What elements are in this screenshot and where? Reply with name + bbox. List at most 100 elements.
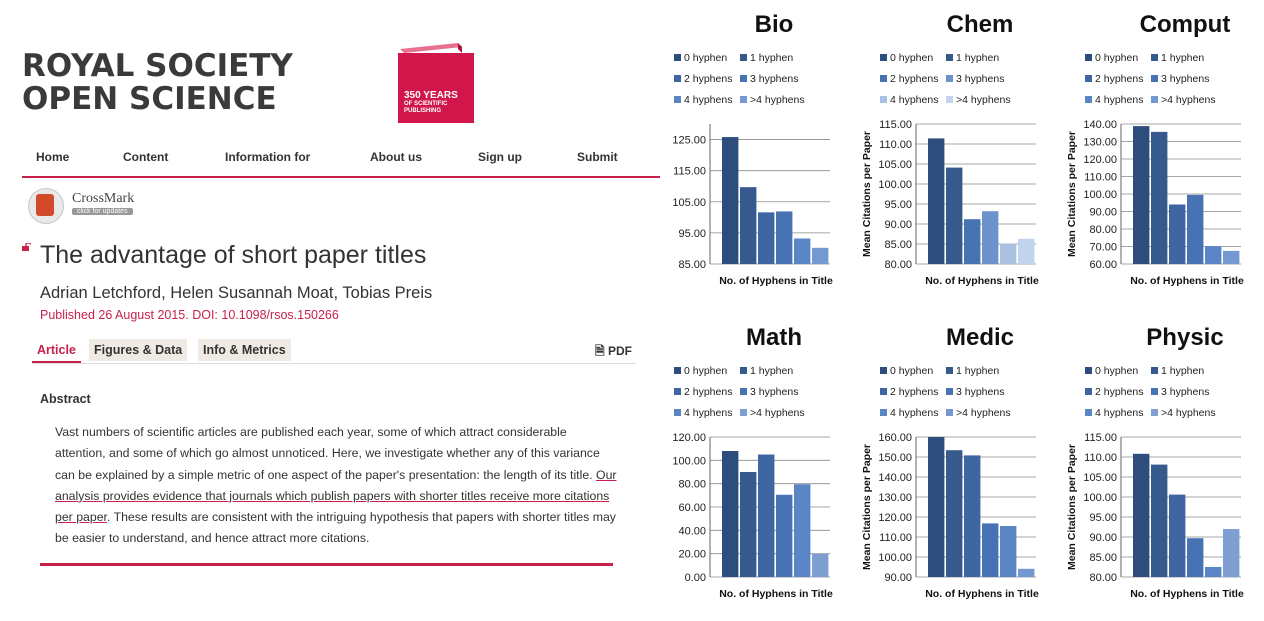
legend-label: >4 hyphens: [750, 407, 805, 419]
bar: [928, 437, 945, 577]
legend-item: 3 hyphens: [1151, 73, 1209, 85]
pdf-link[interactable]: 🗎 PDF: [595, 342, 632, 363]
legend-swatch: [674, 367, 681, 374]
bar: [812, 247, 829, 264]
legend-item: >4 hyphens: [740, 407, 805, 419]
legend-label: 3 hyphens: [1161, 73, 1209, 85]
bar: [928, 138, 945, 264]
legend-swatch: [1151, 75, 1158, 82]
pdf-label: PDF: [608, 344, 632, 358]
y-tick-label: 40.00: [678, 525, 706, 537]
y-tick-label: 100.00: [1083, 189, 1117, 201]
bar: [1223, 529, 1240, 577]
legend-label: 3 hyphens: [1161, 386, 1209, 398]
bar: [1018, 238, 1035, 264]
legend-item: 1 hyphen: [946, 52, 999, 64]
bar: [1133, 453, 1150, 577]
y-tick-label: 115.00: [1084, 432, 1117, 444]
bar: [722, 451, 739, 577]
bar: [758, 212, 775, 264]
legend-item: 0 hyphen: [880, 52, 933, 64]
y-tick-label: 110.00: [1084, 172, 1117, 184]
legend-swatch: [946, 54, 953, 61]
bar: [1205, 567, 1222, 577]
y-tick-label: 95.00: [1089, 512, 1117, 524]
y-tick-label: 85.00: [884, 239, 912, 251]
legend-item: 3 hyphens: [946, 73, 1004, 85]
article-authors[interactable]: Adrian Letchford, Helen Susannah Moat, T…: [40, 284, 433, 302]
y-tick-label: 120.00: [672, 432, 706, 444]
legend-item: 0 hyphen: [1085, 52, 1138, 64]
legend-label: >4 hyphens: [1161, 94, 1216, 106]
abstract-text: Vast numbers of scientific articles are …: [55, 422, 620, 550]
legend-swatch: [1085, 96, 1092, 103]
y-tick-label: 130.00: [878, 492, 912, 504]
legend-swatch: [946, 367, 953, 374]
legend-item: 1 hyphen: [1151, 52, 1204, 64]
legend-label: 1 hyphen: [1161, 365, 1204, 377]
y-tick-label: 85.00: [1089, 552, 1117, 564]
legend-swatch: [880, 388, 887, 395]
legend-label: >4 hyphens: [1161, 407, 1216, 419]
legend-swatch: [1085, 409, 1092, 416]
legend-item: 1 hyphen: [740, 365, 793, 377]
x-axis-label: No. of Hyphens in Title: [925, 275, 1039, 287]
journal-logo[interactable]: ROYAL SOCIETY OPEN SCIENCE: [22, 50, 293, 116]
legend-item: 1 hyphen: [1151, 365, 1204, 377]
legend-swatch: [674, 388, 681, 395]
legend-item: 4 hyphens: [1085, 407, 1143, 419]
y-tick-label: 100.00: [878, 552, 912, 564]
nav-content[interactable]: Content: [123, 150, 169, 164]
bar: [722, 137, 739, 264]
legend-label: 0 hyphen: [684, 52, 727, 64]
y-tick-label: 100.00: [878, 179, 912, 191]
bar: [776, 211, 793, 264]
y-tick-label: 105.00: [672, 197, 706, 209]
y-tick-label: 90.00: [884, 219, 912, 231]
y-tick-label: 115.00: [879, 119, 912, 131]
legend-label: 3 hyphens: [956, 73, 1004, 85]
bar: [1000, 526, 1017, 577]
y-tick-label: 115.00: [673, 166, 706, 178]
abstract-highlight: Our analysis provides evidence that jour…: [55, 467, 617, 525]
tab-figures-data[interactable]: Figures & Data: [89, 339, 188, 361]
legend-swatch: [946, 388, 953, 395]
y-axis-label: Mean Citations per Paper: [861, 131, 873, 257]
y-axis-label: Mean Citations per Paper: [1066, 131, 1078, 257]
legend-swatch: [1085, 54, 1092, 61]
legend-label: 4 hyphens: [684, 94, 732, 106]
legend-label: 1 hyphen: [956, 52, 999, 64]
y-tick-label: 130.00: [1083, 137, 1117, 149]
tab-article[interactable]: Article: [32, 339, 81, 363]
crossmark-badge[interactable]: CrossMark click for updates: [28, 188, 158, 224]
bar: [794, 238, 811, 264]
y-tick-label: 80.00: [1089, 224, 1117, 236]
legend-swatch: [740, 409, 747, 416]
nav-about-us[interactable]: About us: [370, 150, 422, 164]
legend-swatch: [880, 409, 887, 416]
bar: [1151, 464, 1168, 577]
legend-item: 0 hyphen: [1085, 365, 1138, 377]
chart-physic: Physic 0 hyphen 1 hyphen 2 hyphens 3 hyphens…: [1066, 324, 1244, 600]
legend-swatch: [1085, 367, 1092, 374]
legend-swatch: [946, 409, 953, 416]
legend-item: 4 hyphens: [674, 94, 732, 106]
tab-info-metrics[interactable]: Info & Metrics: [198, 339, 291, 361]
legend-label: 3 hyphens: [750, 386, 798, 398]
legend-label: 1 hyphen: [750, 365, 793, 377]
nav-submit[interactable]: Submit: [577, 150, 618, 164]
nav-sign-up[interactable]: Sign up: [478, 150, 522, 164]
legend-swatch: [740, 75, 747, 82]
legend-swatch: [1151, 388, 1158, 395]
legend-item: 4 hyphens: [880, 407, 938, 419]
legend-swatch: [674, 75, 681, 82]
legend-swatch: [740, 54, 747, 61]
y-tick-label: 80.00: [678, 479, 706, 491]
bar: [758, 454, 775, 577]
y-tick-label: 110.00: [1084, 452, 1117, 464]
nav-information-for[interactable]: Information for: [225, 150, 311, 164]
nav-home[interactable]: Home: [36, 150, 70, 164]
legend-label: 4 hyphens: [1095, 94, 1143, 106]
bar: [1187, 194, 1204, 264]
legend-label: 0 hyphen: [890, 365, 933, 377]
